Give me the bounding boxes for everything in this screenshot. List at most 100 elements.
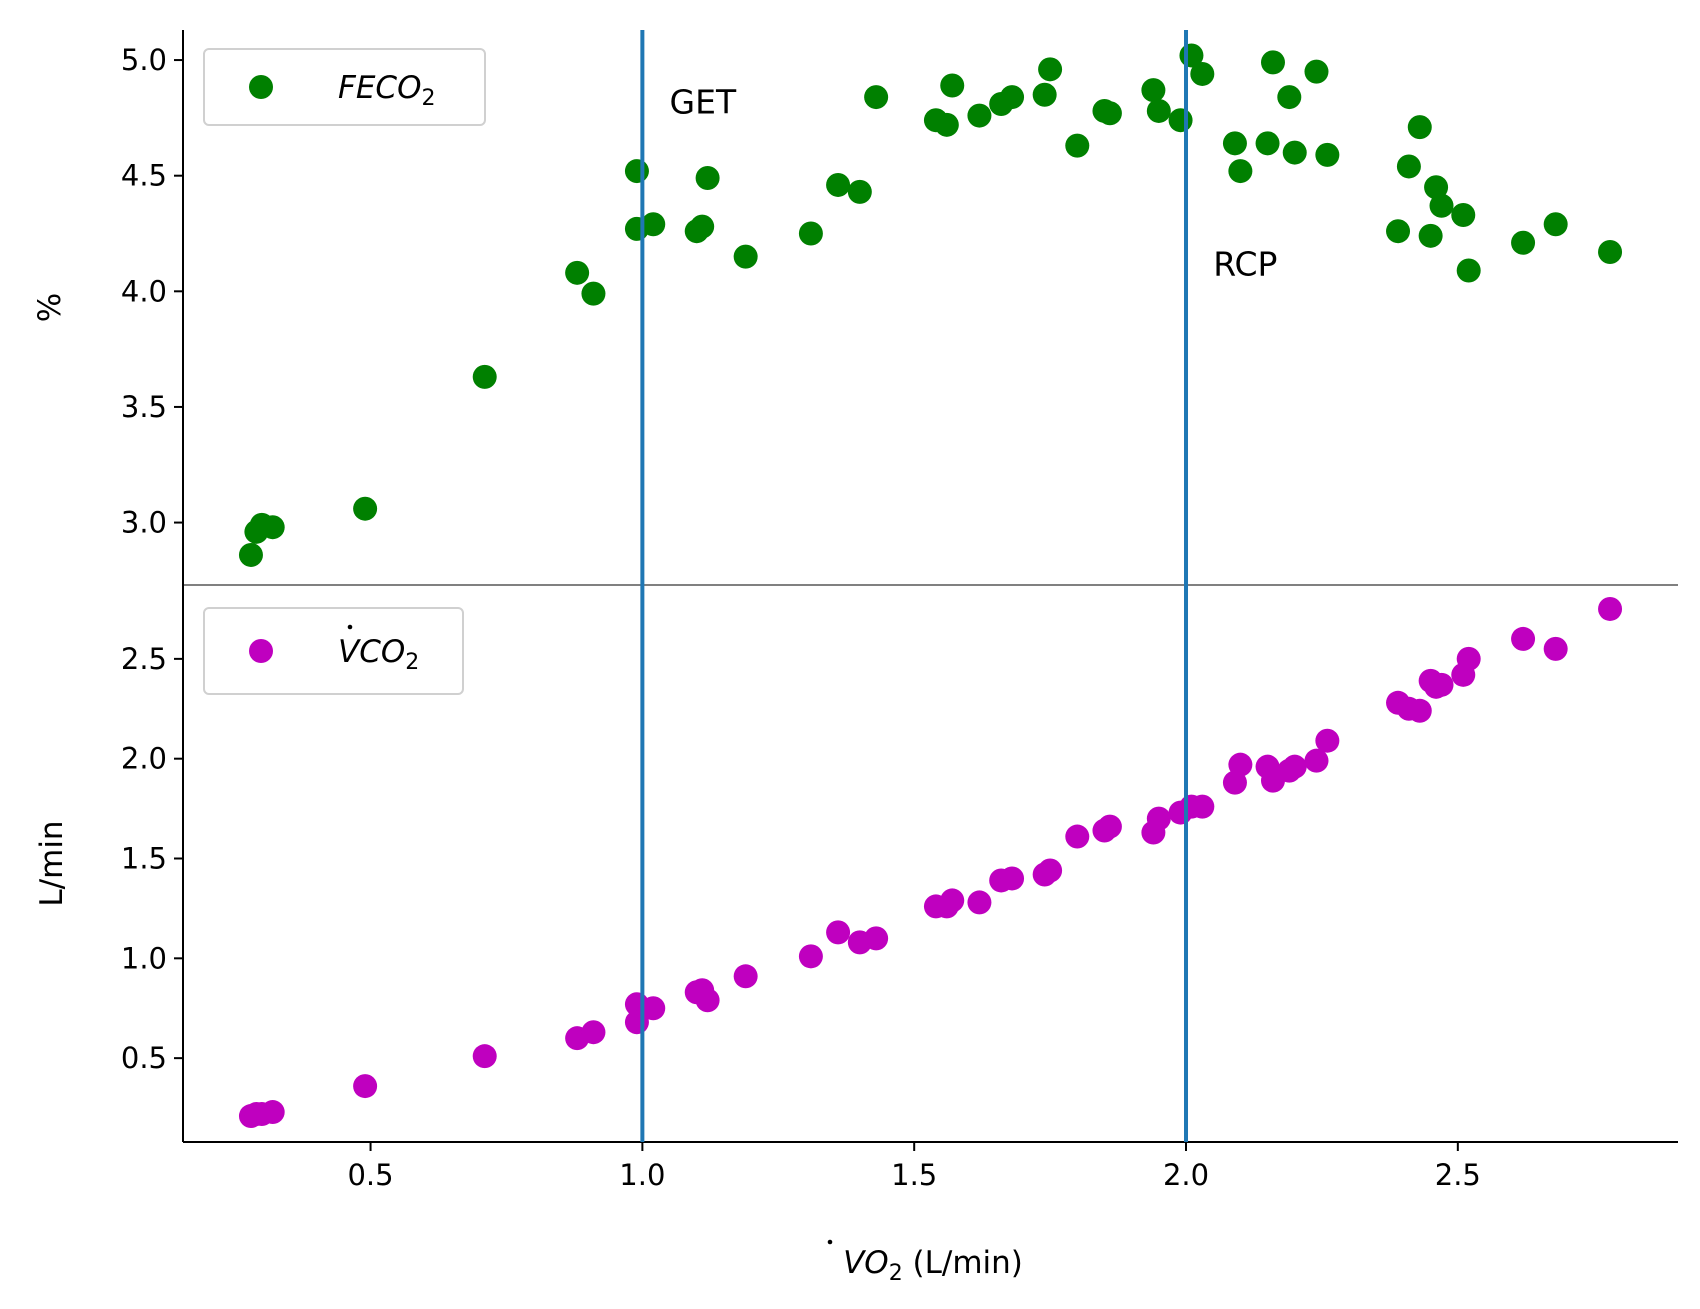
bottom-y-tick-label: 1.0 [121, 941, 167, 975]
legend-feco2-marker [249, 75, 273, 99]
bottom-y-tick-label: 2.0 [121, 742, 167, 776]
top-data-point [1255, 131, 1280, 156]
top-data-point [1065, 133, 1090, 158]
legend-vco2-dot [347, 624, 353, 630]
top-data-point [1315, 142, 1340, 167]
bottom-data-point [641, 996, 666, 1021]
top-data-point [565, 260, 590, 285]
top-data-point [1000, 85, 1025, 110]
bottom-data-point [733, 964, 758, 989]
bottom-data-point [826, 920, 851, 945]
x-axis-label: VO2 (L/min) [843, 1245, 1023, 1286]
top-data-point [940, 73, 965, 98]
top-data-point [1038, 57, 1063, 82]
top-data-point [353, 496, 378, 521]
top-data-point [1396, 154, 1421, 179]
top-data-point [1146, 98, 1171, 123]
legends: FECO2 VCO2 [203, 48, 486, 695]
top-data-point [690, 214, 715, 239]
top-data-point [1222, 131, 1247, 156]
top-data-point [1032, 82, 1057, 107]
top-data-point [1304, 59, 1329, 84]
bottom-data-point [1146, 806, 1171, 831]
bottom-data-point [1228, 752, 1253, 777]
bottom-data-point [1000, 866, 1025, 891]
bottom-data-point [1065, 824, 1090, 849]
top-data-point [695, 166, 720, 190]
bottom-data-point [581, 1020, 606, 1045]
bottom-y-tick-label: 2.5 [121, 642, 167, 676]
top-y-tick-label: 3.0 [121, 506, 167, 540]
top-data-point [1598, 240, 1623, 264]
bottom-data-point [1543, 636, 1568, 661]
legend-vco2-marker [249, 639, 273, 663]
bottom-data-point [967, 890, 992, 915]
legend-vco2-frame [203, 607, 464, 695]
bottom-data-point [1429, 672, 1454, 697]
top-data-point [1097, 101, 1122, 126]
top-data-point [733, 244, 758, 269]
top-data-point [1228, 159, 1253, 184]
top-panel: 3.0 3.5 4.0 4.5 5.0 [121, 30, 1623, 585]
threshold-lines [640, 30, 1189, 1142]
top-data-point [641, 212, 666, 237]
bottom-data-point [1456, 646, 1481, 671]
x-tick-label: 0.5 [347, 1158, 393, 1192]
annotation-rcp: RCP [1213, 245, 1277, 284]
top-data-point [1277, 85, 1302, 110]
bottom-data-point [472, 1044, 497, 1069]
annotation-get: GET [670, 83, 737, 122]
bottom-data-point [1038, 858, 1063, 883]
legend-vco2: VCO2 [203, 607, 464, 695]
top-data-point [1543, 212, 1568, 237]
x-axis-label-dot [827, 1239, 833, 1245]
top-data-point [581, 281, 606, 306]
top-data-point [1424, 175, 1449, 200]
top-data-point [934, 112, 959, 137]
top-data-point [1386, 219, 1411, 244]
bottom-data-point [1097, 814, 1122, 839]
top-data-point [238, 542, 263, 567]
top-y-tick-label: 4.0 [121, 274, 167, 308]
top-data-point [1456, 258, 1481, 283]
top-data-point [1141, 78, 1166, 103]
x-tick-label: 2.5 [1435, 1158, 1481, 1192]
bottom-data-point [1304, 748, 1329, 773]
top-y-axis-label: % [32, 293, 68, 322]
bottom-data-point [864, 926, 889, 951]
x-tick-label: 1.5 [891, 1158, 937, 1192]
bottom-data-point [1511, 626, 1536, 651]
top-data-point [1429, 193, 1454, 218]
top-data-point [1260, 50, 1285, 75]
bottom-data-point [353, 1074, 378, 1099]
top-data-point [1511, 230, 1536, 255]
top-data-point [1407, 115, 1432, 140]
bottom-y-axis-label: L/min [34, 820, 70, 906]
top-data-point [260, 515, 285, 540]
bottom-data-point [1315, 728, 1340, 753]
top-data-point [1451, 203, 1476, 227]
bottom-data-point [1598, 596, 1623, 621]
axis-labels: % L/min VO2 (L/min) [32, 293, 1023, 1286]
top-y-tick-label: 4.5 [121, 159, 167, 193]
x-tick-label: 1.0 [619, 1158, 665, 1192]
top-data-point [826, 172, 851, 197]
top-data-point [847, 179, 872, 204]
top-data-point [1418, 223, 1443, 248]
top-data-point [798, 221, 823, 246]
bottom-data-point [1190, 794, 1215, 819]
legend-feco2-label: FECO2 [338, 70, 435, 111]
bottom-data-point [798, 944, 823, 969]
top-data-point [864, 85, 889, 110]
legend-feco2-frame [203, 48, 486, 126]
top-data-point [1190, 61, 1215, 86]
bottom-data-point [1407, 698, 1432, 723]
legend-vco2-label: VCO2 [338, 634, 419, 675]
top-data-point [624, 159, 649, 184]
top-data-point [967, 103, 992, 128]
top-y-tick-label: 3.5 [121, 390, 167, 424]
top-y-tick-label: 5.0 [121, 43, 167, 77]
legend-feco2: FECO2 [203, 48, 486, 126]
top-data-point [1168, 108, 1193, 133]
